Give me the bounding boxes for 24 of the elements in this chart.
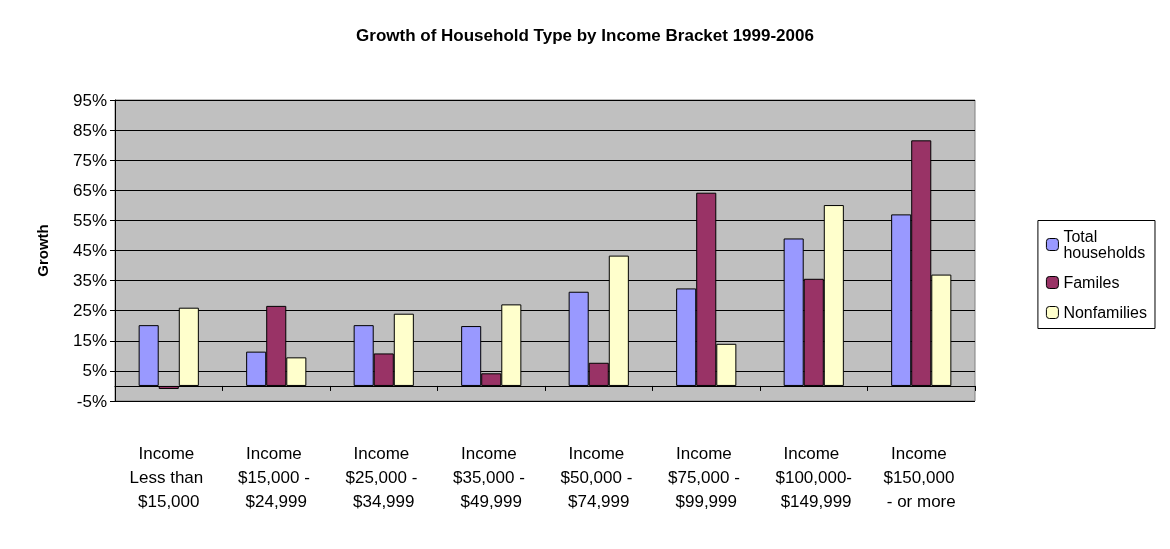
x-tick-label: Income $35,000 - $49,999 [452,443,530,511]
legend-label: Familes [1063,274,1120,291]
x-tick-label: Income $150,000 - or more [883,443,960,511]
legend-label: Nonfamilies [1063,304,1148,321]
y-tick-label: 35% [72,271,107,291]
x-tick-label: Income Less than $15,000 [129,443,208,511]
y-tick-label: -5% [76,391,107,411]
y-tick-label: 25% [72,301,107,321]
y-tick-label: 85% [72,120,107,140]
y-tick-label: 5% [82,361,107,381]
chart-title: Growth of Household Type by Income Bracket 1999-2006 [356,26,814,45]
y-tick-label: 95% [72,90,107,110]
x-tick-label: Income $100,000- $149,999 [775,443,853,511]
legend-label: Total households [1063,228,1146,261]
x-tick-label: Income $50,000 - $74,999 [560,443,638,511]
y-tick-label: 15% [72,331,107,351]
y-axis-title: Growth [34,224,51,277]
x-tick-label: Income $15,000 - $24,999 [237,443,315,511]
y-tick-label: 65% [72,180,107,200]
y-tick-label: 75% [72,150,107,170]
y-tick-label: 45% [72,241,107,260]
x-tick-label: Income $75,000 - $99,999 [667,443,745,511]
y-tick-label: 55% [72,210,107,230]
x-tick-label: Income $25,000 - $34,999 [345,443,423,511]
